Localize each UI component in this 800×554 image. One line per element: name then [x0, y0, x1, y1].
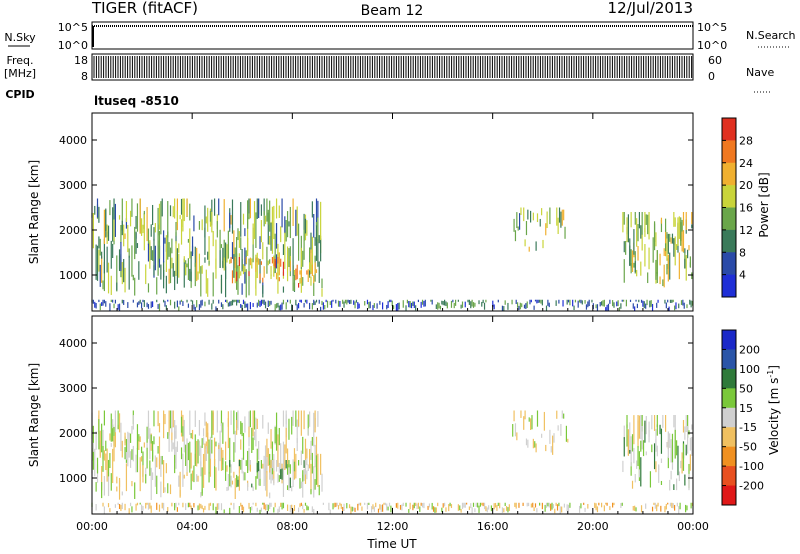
velocity-colorbar-swatch: [722, 427, 736, 448]
x-axis-label: Time UT: [366, 537, 417, 551]
x-tick-label: 00:00: [677, 520, 709, 533]
power-colorbar-label: Power [dB]: [757, 172, 771, 237]
power-colorbar-tick-label: 16: [739, 202, 753, 215]
velocity-colorbar-tick-label: 200: [739, 343, 760, 356]
x-tick-label: 16:00: [477, 520, 509, 533]
power-colorbar-swatch: [722, 207, 736, 231]
power-panel: 1000 2000 3000 4000 Slant Range [km]: [27, 112, 694, 312]
nsky-panel: N.Sky 10^5 10^0 10^5 10^0 N.Search: [4, 21, 795, 52]
power-colorbar-tick-label: 28: [739, 134, 753, 147]
nsky-tick-bottom-left: 10^0: [58, 39, 88, 52]
cpid-value: ltuseq -8510: [94, 94, 179, 108]
velocity-echoes: [91, 410, 694, 514]
velocity-panel: 1000 2000 3000 4000 00:00 04:00 08:00 12:00 16:…: [27, 315, 709, 551]
y-tick-label: 1000: [59, 472, 87, 485]
power-y-axis: 1000 2000 3000 4000: [59, 134, 693, 282]
x-tick-label: 20:00: [577, 520, 609, 533]
power-colorbar-tick-label: 24: [739, 157, 753, 170]
velocity-colorbar-tick-label: -100: [739, 460, 764, 473]
velocity-colorbar-swatch: [722, 485, 736, 506]
power-colorbar: 4 8 12 16 20 24 28 Power [dB]: [721, 117, 771, 298]
freq-tick-top: 18: [74, 54, 88, 67]
nsky-tick-top-left: 10^5: [58, 21, 88, 34]
velocity-colorbar-frame: [721, 329, 737, 506]
velocity-colorbar-swatch: [722, 330, 736, 350]
velocity-colorbar-tick-label: -15: [739, 421, 757, 434]
freq-nave-trace: [93, 56, 693, 78]
y-tick-label: 2000: [59, 224, 87, 237]
y-tick-label: 4000: [59, 337, 87, 350]
power-colorbar-swatch: [722, 229, 736, 253]
velocity-colorbar-tick-label: -50: [739, 441, 757, 454]
velocity-colorbar-swatch: [722, 466, 736, 487]
power-colorbar-swatch: [722, 252, 736, 276]
power-colorbar-tick-label: 12: [739, 224, 753, 237]
velocity-y-axis: 1000 2000 3000 4000: [59, 337, 693, 485]
velocity-y-label: Slant Range [km]: [27, 363, 41, 467]
y-tick-label: 1000: [59, 269, 87, 282]
freq-label-line1: Freq.: [6, 54, 33, 67]
velocity-colorbar-label: Velocity [m s-1]: [766, 365, 781, 455]
velocity-colorbar-swatch: [722, 446, 736, 467]
date-title: 12/Jul/2013: [608, 0, 693, 17]
velocity-x-axis: 00:00 04:00 08:00 12:00 16:00 20:00 00:00: [76, 316, 709, 533]
freq-tick-bottom: 8: [81, 70, 88, 83]
velocity-colorbar-swatch: [722, 368, 736, 389]
velocity-colorbar-swatch: [722, 349, 736, 370]
power-x-ticks: [91, 113, 694, 311]
power-colorbar-tick-label: 20: [739, 179, 753, 192]
velocity-colorbar-label-end: ]: [767, 365, 781, 370]
nsearch-label: N.Search: [746, 29, 796, 42]
power-echoes: [91, 198, 694, 311]
power-colorbar-swatch: [722, 162, 736, 186]
power-colorbar-tick-label: 4: [739, 269, 746, 282]
velocity-colorbar-label-exp: -1: [766, 370, 775, 378]
y-tick-label: 3000: [59, 382, 87, 395]
velocity-colorbar-label-main: Velocity [m s: [767, 378, 781, 455]
x-tick-label: 12:00: [377, 520, 409, 533]
nave-tick-bottom: 0: [708, 70, 715, 83]
velocity-colorbar-tick-label: 100: [739, 363, 760, 376]
velocity-colorbar-tick-label: -200: [739, 480, 764, 493]
power-colorbar-swatch: [722, 140, 736, 164]
power-colorbar-tick-label: 8: [739, 246, 746, 259]
y-tick-label: 4000: [59, 134, 87, 147]
nave-label: Nave: [746, 66, 774, 79]
velocity-colorbar-tick-label: 15: [739, 402, 753, 415]
cpid-label: CPID: [5, 88, 34, 101]
power-y-label: Slant Range [km]: [27, 160, 41, 264]
velocity-colorbar: 200 100 50 15 -15 -50 -100 -200 Velocity [m s-1…: [721, 329, 781, 506]
station-title: TIGER (fitACF): [91, 0, 198, 17]
freq-panel: Freq. [MHz] 18 8 60 0 Nave: [4, 53, 774, 93]
nsky-label: N.Sky: [4, 31, 36, 44]
nsky-tick-top-right: 10^5: [697, 21, 727, 34]
beam-title: Beam 12: [361, 3, 424, 19]
x-tick-label: 04:00: [176, 520, 208, 533]
x-tick-label: 08:00: [276, 520, 308, 533]
nave-tick-top: 60: [708, 54, 722, 67]
power-colorbar-swatch: [722, 185, 736, 208]
velocity-colorbar-tick-label: 50: [739, 382, 753, 395]
freq-label-line2: [MHz]: [4, 67, 36, 80]
power-colorbar-swatch: [722, 118, 736, 141]
nsky-tick-bottom-right: 10^0: [697, 39, 727, 52]
y-tick-label: 3000: [59, 179, 87, 192]
velocity-colorbar-swatch: [722, 407, 736, 428]
x-tick-label: 00:00: [76, 520, 108, 533]
velocity-colorbar-swatch: [722, 388, 736, 409]
power-colorbar-swatch: [722, 274, 736, 298]
y-tick-label: 2000: [59, 427, 87, 440]
